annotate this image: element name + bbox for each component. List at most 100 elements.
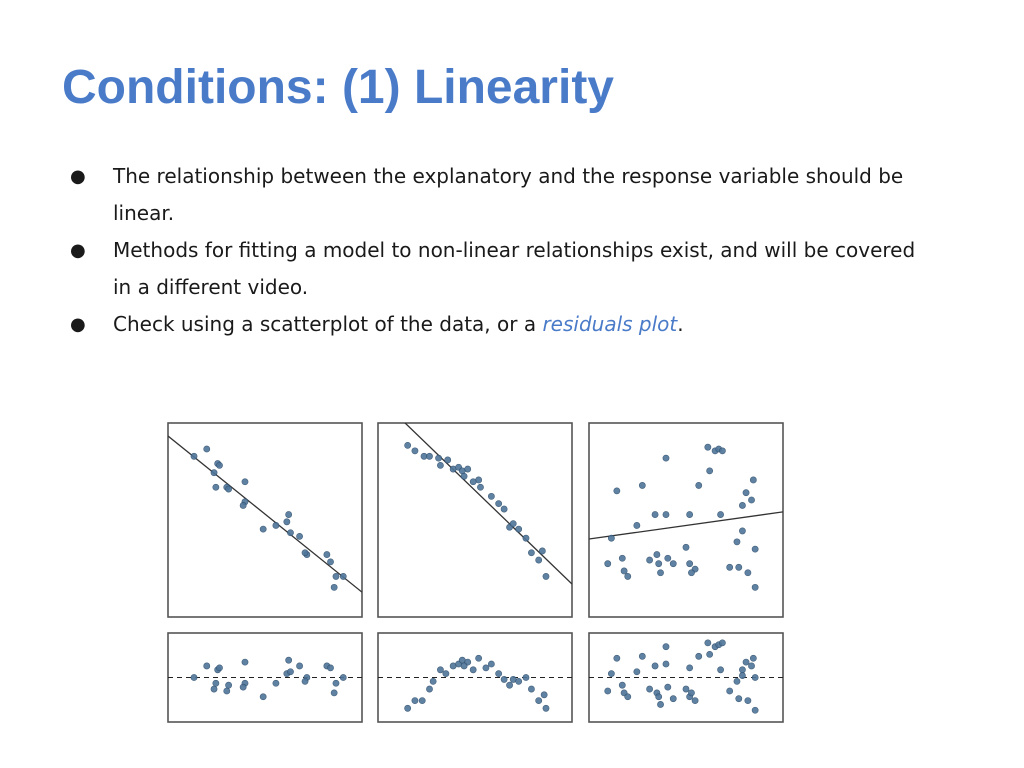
data-point [203, 445, 211, 453]
data-point [686, 664, 694, 672]
panel-frame [167, 422, 363, 618]
bullet-item: ● Methods for fitting a model to non-lin… [70, 232, 930, 306]
data-point [330, 689, 338, 697]
data-point [469, 478, 477, 486]
data-point [418, 697, 426, 704]
data-point [653, 689, 661, 697]
data-point [717, 511, 724, 518]
data-point [662, 511, 670, 518]
data-point [296, 532, 303, 540]
data-point [411, 697, 419, 704]
data-point [487, 660, 495, 668]
data-point [733, 677, 741, 685]
data-point [475, 654, 483, 662]
data-point [686, 560, 694, 568]
data-point [618, 681, 626, 689]
slide-title: Conditions: (1) Linearity [62, 61, 614, 114]
data-point [522, 674, 530, 681]
bullet-dot-icon: ● [70, 240, 86, 261]
data-point [506, 681, 513, 689]
regression-line [589, 511, 783, 540]
data-point [535, 556, 543, 564]
bullet-item: ● The relationship between the explanato… [70, 158, 930, 232]
data-point [695, 652, 703, 660]
data-point [748, 662, 755, 670]
scatter-curved-panel [377, 422, 573, 618]
data-point [241, 478, 249, 486]
data-point [330, 583, 338, 591]
data-point [210, 469, 218, 477]
panel-frame [167, 632, 363, 723]
data-point [669, 560, 677, 568]
data-point [449, 662, 457, 670]
residuals-linear-panel [167, 632, 363, 723]
data-point [624, 573, 632, 580]
bullet-text: Check using a scatterplot of the data, o… [113, 312, 543, 336]
data-point [509, 676, 517, 683]
data-point [426, 685, 433, 693]
panel-frame [377, 422, 573, 618]
data-point [742, 489, 750, 497]
data-point [272, 679, 280, 687]
data-point [458, 656, 466, 664]
data-point [686, 511, 694, 518]
data-point [618, 554, 626, 562]
plot-area [168, 435, 362, 593]
data-point [442, 670, 450, 678]
bullet-text: The relationship between the explanatory… [113, 164, 904, 225]
data-point [613, 487, 621, 495]
data-point [662, 454, 670, 462]
data-point [633, 668, 641, 676]
data-point [682, 685, 690, 693]
bullet-dot-icon: ● [70, 166, 86, 187]
data-point [323, 662, 331, 670]
data-point [657, 701, 664, 708]
data-point [704, 443, 712, 451]
data-point [733, 538, 741, 546]
data-point [528, 549, 535, 557]
data-point [535, 697, 543, 704]
scatter-linear-panel [167, 422, 363, 618]
data-point [749, 654, 757, 662]
data-point [751, 706, 759, 714]
data-point [646, 685, 653, 693]
data-point [301, 677, 309, 685]
panel-frame [377, 632, 573, 723]
data-point [717, 666, 724, 674]
data-point [749, 476, 757, 484]
data-point [735, 563, 743, 571]
data-point [669, 695, 677, 703]
data-point [706, 467, 714, 475]
data-point [633, 522, 641, 529]
data-point [715, 641, 723, 649]
data-point [711, 643, 719, 651]
data-point [655, 693, 663, 701]
data-point [404, 704, 412, 712]
data-point [239, 683, 247, 691]
data-point [301, 549, 309, 557]
scatter-random-panel [588, 422, 784, 618]
data-point [323, 551, 331, 558]
data-point [664, 554, 672, 562]
regression-line [168, 435, 362, 593]
data-point [285, 656, 293, 664]
data-point [691, 697, 699, 704]
data-point [212, 679, 220, 687]
data-point [435, 454, 442, 462]
panel-frame [588, 632, 784, 723]
data-point [212, 483, 220, 491]
data-point [458, 467, 466, 475]
plot-area [589, 443, 783, 591]
plot-area [168, 656, 362, 701]
bullet-item: ● Check using a scatterplot of the data,… [70, 306, 930, 343]
data-point [739, 666, 746, 674]
data-point [225, 681, 232, 689]
data-point [748, 496, 755, 504]
data-point [259, 693, 267, 701]
residuals-random-panel [588, 632, 784, 723]
bullet-text-end: . [677, 312, 684, 336]
panel-frame [588, 422, 784, 618]
data-point [657, 569, 664, 577]
data-point [691, 565, 699, 573]
residuals-plot-link[interactable]: residuals plot [542, 312, 678, 336]
